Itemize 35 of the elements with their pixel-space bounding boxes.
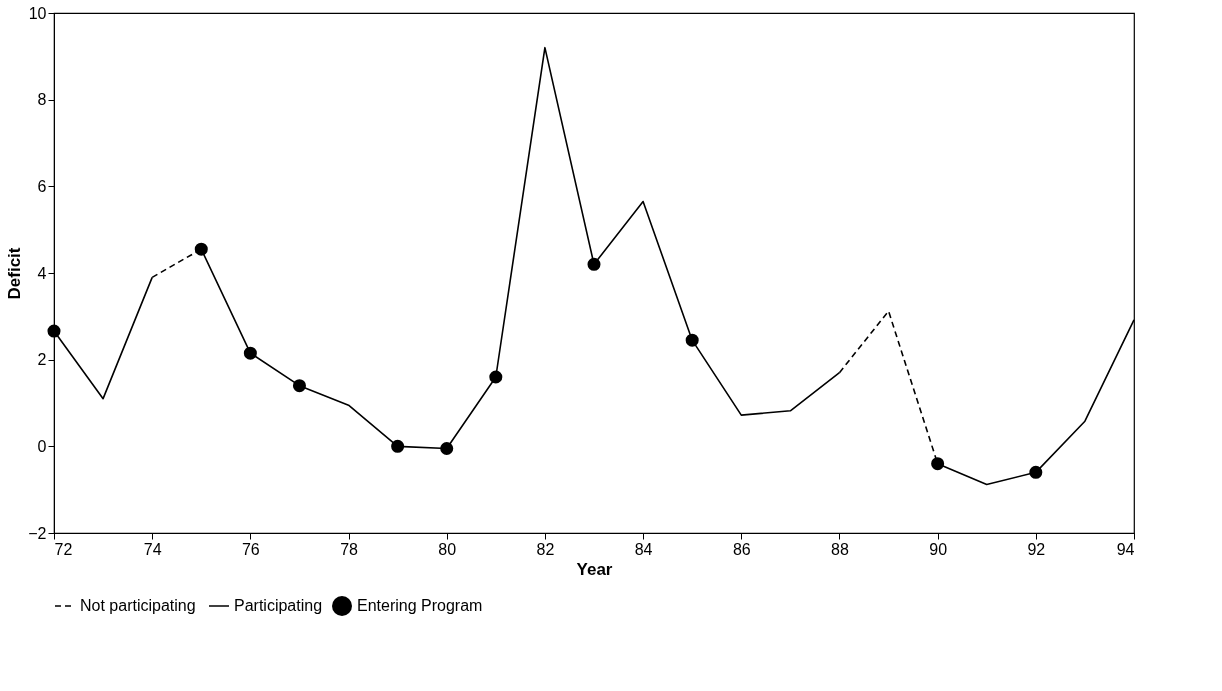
legend-label: Entering Program (357, 597, 483, 614)
x-tick-label: 82 (536, 540, 555, 558)
y-tick-label: 2 (37, 351, 47, 369)
x-tick-label: 86 (732, 540, 751, 558)
x-tick-label: 84 (634, 540, 653, 558)
y-tick-label: 4 (37, 264, 47, 282)
legend-label: Not participating (80, 597, 196, 614)
point (440, 441, 454, 456)
x-tick-label: 92 (1027, 540, 1046, 558)
point (243, 346, 257, 360)
x-axis-title: Year (576, 559, 613, 579)
point (587, 257, 601, 271)
x-tick-label: 80 (438, 540, 457, 558)
x-tick-label: 88 (831, 540, 849, 558)
x-tick-label: 74 (143, 540, 162, 558)
y-tick-label: 8 (37, 91, 47, 109)
y-tick-label: 10 (28, 4, 47, 22)
y-tick-label: 0 (37, 437, 47, 455)
x-tick-label: 90 (929, 540, 948, 558)
point (931, 457, 945, 471)
y-axis-title: Deficit (5, 247, 25, 300)
y-tick-label: −2 (28, 524, 47, 542)
point (1029, 465, 1043, 479)
point (391, 439, 405, 453)
point (292, 379, 306, 393)
x-tick-label: 94 (1116, 540, 1135, 558)
point (685, 333, 699, 347)
point (489, 370, 503, 384)
y-tick-label: 6 (37, 177, 47, 195)
legend-label: Participating (234, 597, 323, 614)
point (194, 242, 208, 256)
x-tick-label: 76 (241, 540, 260, 558)
point (47, 324, 61, 338)
x-tick-label: 78 (340, 540, 359, 558)
x-tick-label: 72 (54, 540, 73, 558)
